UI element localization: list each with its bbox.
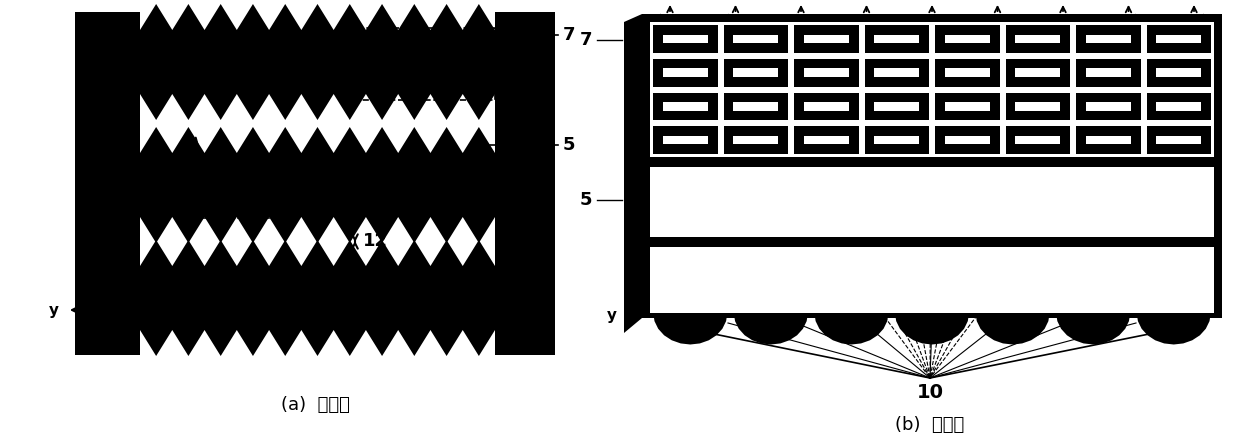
Bar <box>495 12 556 355</box>
Bar <box>874 68 919 77</box>
Bar <box>864 59 929 87</box>
Bar <box>1147 59 1211 87</box>
Polygon shape <box>140 127 495 243</box>
Bar <box>662 102 708 110</box>
Text: 12: 12 <box>363 232 388 250</box>
Text: (a)  俦视图: (a) 俦视图 <box>280 396 350 414</box>
Bar <box>874 136 919 144</box>
Bar <box>1016 68 1060 77</box>
Bar <box>1016 136 1060 144</box>
Text: (b)  正视图: (b) 正视图 <box>895 416 965 434</box>
Text: 5: 5 <box>563 136 575 154</box>
Text: 10: 10 <box>916 383 944 401</box>
Bar <box>650 247 1214 313</box>
Polygon shape <box>650 313 1214 345</box>
Bar <box>653 59 718 87</box>
Bar <box>864 93 929 120</box>
Bar <box>945 35 990 43</box>
Bar <box>794 25 858 53</box>
Bar <box>642 162 1221 242</box>
Bar <box>662 68 708 77</box>
Bar <box>653 93 718 120</box>
Bar <box>935 126 999 154</box>
Bar <box>804 136 849 144</box>
Bar <box>642 14 1221 165</box>
Bar <box>650 22 1214 157</box>
Bar <box>1076 25 1141 53</box>
Bar <box>794 59 858 87</box>
Bar <box>1156 102 1202 110</box>
Bar <box>945 102 990 110</box>
Bar <box>723 59 787 87</box>
Bar <box>874 35 919 43</box>
Bar <box>653 126 718 154</box>
Text: x: x <box>93 248 103 263</box>
Text: 5: 5 <box>579 191 591 209</box>
Bar <box>1086 68 1131 77</box>
Bar <box>1086 136 1131 144</box>
Bar <box>723 126 787 154</box>
Bar <box>193 155 280 218</box>
Text: z: z <box>658 248 667 263</box>
Bar <box>140 120 495 127</box>
Bar <box>935 25 999 53</box>
Bar <box>723 25 787 53</box>
Bar <box>1156 35 1202 43</box>
Bar <box>662 136 708 144</box>
Bar <box>1147 126 1211 154</box>
Bar <box>74 12 140 355</box>
Bar <box>1076 93 1141 120</box>
Bar <box>864 25 929 53</box>
Bar <box>1147 93 1211 120</box>
Bar <box>1086 35 1131 43</box>
Bar <box>345 28 495 100</box>
Bar <box>1016 102 1060 110</box>
Bar <box>1006 93 1070 120</box>
Bar <box>874 102 919 110</box>
Bar <box>1147 25 1211 53</box>
Bar <box>945 136 990 144</box>
Bar <box>1006 25 1070 53</box>
Bar <box>733 136 779 144</box>
Polygon shape <box>650 237 1214 255</box>
Text: 7: 7 <box>579 31 591 49</box>
Bar <box>864 126 929 154</box>
Bar <box>1006 59 1070 87</box>
Bar <box>653 25 718 53</box>
Bar <box>1076 59 1141 87</box>
Bar <box>733 102 779 110</box>
Bar <box>1016 35 1060 43</box>
Bar <box>140 12 495 355</box>
Text: x: x <box>702 278 712 293</box>
Bar <box>794 126 858 154</box>
Bar <box>1006 126 1070 154</box>
Bar <box>723 93 787 120</box>
Bar <box>1086 102 1131 110</box>
Bar <box>1076 126 1141 154</box>
Bar <box>794 93 858 120</box>
Text: 7: 7 <box>563 26 575 44</box>
Bar <box>662 35 708 43</box>
Bar <box>935 93 999 120</box>
Bar <box>1156 136 1202 144</box>
Polygon shape <box>140 4 495 120</box>
Text: y: y <box>608 308 618 323</box>
Bar <box>733 35 779 43</box>
Bar <box>804 102 849 110</box>
Bar <box>1156 68 1202 77</box>
Bar <box>935 59 999 87</box>
Bar <box>804 35 849 43</box>
Bar <box>642 242 1221 318</box>
Text: y: y <box>50 303 60 318</box>
Bar <box>733 68 779 77</box>
Polygon shape <box>624 14 642 333</box>
Bar <box>74 12 556 355</box>
Bar <box>650 167 1214 237</box>
Bar <box>945 68 990 77</box>
Bar <box>804 68 849 77</box>
Polygon shape <box>140 240 495 356</box>
